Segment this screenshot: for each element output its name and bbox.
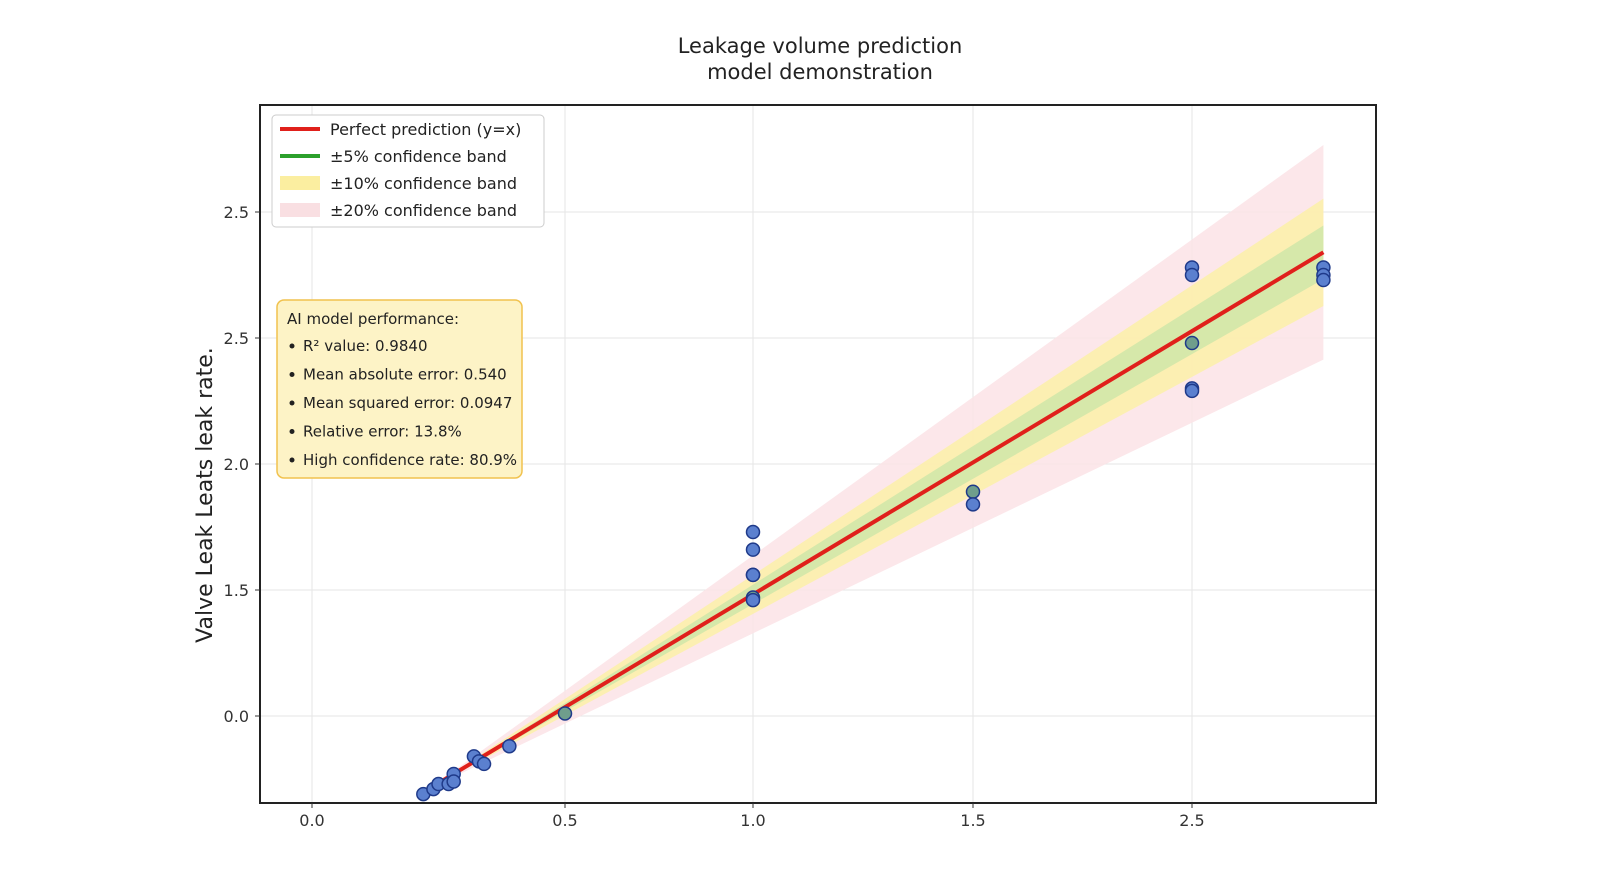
stats-item: R² value: 0.9840 [303,337,427,355]
x-tick-label: 0.5 [552,811,577,830]
data-point [745,542,761,557]
y-axis-label: Valve Leak Leats leak rate. [193,347,218,643]
data-point [1184,335,1200,351]
stats-item: Mean squared error: 0.0947 [303,394,512,412]
data-point [476,756,492,772]
bullet-icon [289,457,295,463]
data-point [1316,272,1331,288]
legend-label: ±20% confidence band [330,201,517,220]
band-10pct [428,198,1324,790]
bullet-icon [289,372,295,377]
data-point [446,774,461,789]
data-point [1184,267,1200,283]
x-tick-label: 2.5 [1179,811,1204,830]
legend-label: ±5% confidence band [330,147,507,166]
data-point [745,567,761,583]
y-tick-label: 2.5 [224,329,249,348]
x-tick-label: 0.0 [299,811,324,830]
bullet-icon [289,429,295,434]
data-point [1184,383,1200,399]
y-tick-label: 1.5 [224,581,249,600]
band-20pct [428,144,1324,790]
stats-box: AI model performance: R² value: 0.9840 Me… [276,299,523,479]
data-points [416,260,1331,802]
x-tick-label: 1.5 [960,811,985,830]
data-point [502,738,517,754]
data-point [965,484,981,499]
legend: Perfect prediction (y=x) ±5% confidence b… [271,114,545,228]
data-point [745,524,761,540]
reference-line-group [427,250,1325,791]
stats-item: High confidence rate: 80.9% [303,451,517,469]
legend-swatch [280,176,320,190]
plot-frame [259,104,1377,804]
stats-item: Mean absolute error: 0.540 [303,366,507,384]
y-tick-label: 2.0 [224,455,249,474]
stats-title: AI model performance: [287,310,459,328]
y-ticks: 2.5 2.5 2.0 1.5 0.0 [224,203,260,726]
data-point [965,497,981,512]
perfect-prediction-line [427,250,1325,791]
x-ticks: 0.0 0.5 1.0 1.5 2.5 [299,803,1205,830]
band-5pct [428,225,1324,790]
y-tick-label: 0.0 [224,707,249,726]
legend-label: Perfect prediction (y=x) [330,120,521,139]
y-tick-label: 2.5 [224,203,249,222]
legend-swatch [280,203,320,217]
data-point [745,592,761,608]
stats-item: Relative error: 13.8% [303,423,462,441]
chart-title-line2: model demonstration [707,60,933,84]
data-point [557,706,573,721]
chart-title-line1: Leakage volume prediction [678,34,963,58]
bullet-icon [289,400,295,406]
legend-label: ±10% confidence band [330,174,517,193]
x-tick-label: 1.0 [740,811,765,830]
bullet-icon [289,343,295,349]
confidence-bands [428,144,1324,790]
